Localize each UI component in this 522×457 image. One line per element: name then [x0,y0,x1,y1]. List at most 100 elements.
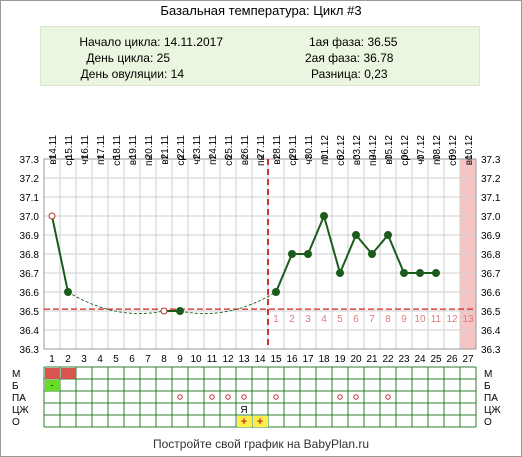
phase2-value: 36.78 [363,51,394,65]
weekday-label: ср [64,155,75,166]
day-number: 13 [238,354,250,365]
y-tick-label-right: 36.9 [481,231,501,242]
y-tick-label-left: 37.3 [20,155,40,166]
day-number: 7 [145,354,151,365]
day-number: 6 [129,354,135,365]
day-number: 20 [350,354,362,365]
ovulation-day-value: 14 [170,67,184,81]
difference-value: 0,23 [364,67,388,81]
phase2: 2ая фаза: 36.78 [305,51,393,65]
weekday-label: пт [208,155,219,165]
date-label: 08.12 [432,135,443,160]
day-number: 11 [207,354,218,365]
pa-mark [177,394,183,400]
weekday-label: сб [335,155,347,166]
grid-row-label-left: М [12,369,20,380]
temperature-point [416,269,424,277]
date-label: 02.12 [336,135,347,160]
date-label: 18.11 [112,135,123,160]
date-label: 01.12 [320,135,331,160]
date-label: 06.12 [400,135,411,160]
weekday-label: ср [176,155,187,166]
weekday-label: вс [352,155,363,165]
y-tick-label-right: 36.5 [481,307,501,318]
weekday-label: пт [432,155,443,165]
y-tick-label-left: 36.8 [20,250,40,261]
date-label: 24.11 [208,135,219,160]
pa-mark [353,394,359,400]
grid-row-label-right: ЦЖ [484,405,501,416]
y-tick-label-right: 36.6 [481,288,501,299]
y-tick-label-left: 37.1 [20,193,40,204]
y-tick-label-right: 37.2 [481,174,501,185]
temperature-point [304,250,312,258]
temperature-point [288,250,296,258]
phase1-value: 36.55 [367,35,398,49]
cycle-day-label: День цикла: [86,51,154,65]
temperature-point [352,231,360,239]
grid-row-label-left: О [12,417,20,428]
y-tick-label-left: 36.4 [20,326,40,337]
temperature-gap-line [67,291,165,315]
y-tick-label-left: 36.5 [20,307,40,318]
o-mark [237,416,252,427]
day-number: 3 [81,354,87,365]
o-mark-symbol: + [241,416,247,428]
phase-day-number: 10 [414,314,426,325]
date-label: 16.11 [80,135,91,160]
cycle-start-value: 14.11.2017 [163,35,223,49]
weekday-label: вс [240,155,251,165]
temperature-point [64,288,72,296]
y-tick-label-right: 36.8 [481,250,501,261]
page-title: Базальная температура: Цикл #3 [160,3,362,18]
weekday-label: пн [144,155,155,166]
y-tick-label-left: 36.3 [20,345,40,356]
y-tick-label-left: 36.9 [20,231,40,242]
weekday-label: вт [48,155,59,165]
cycle-info-box: Начало цикла: 14.11.2017 День цикла: 25 … [40,26,480,86]
day-number: 16 [286,354,298,365]
temperature-line [275,253,293,293]
date-label: 19.11 [128,135,139,160]
day-number: 22 [382,354,394,365]
day-number: 5 [113,354,119,365]
day-number: 23 [398,354,410,365]
phase-day-number: 13 [462,314,474,325]
temperature-line [371,234,389,255]
y-tick-label-left: 37.0 [20,212,40,223]
phase-day-number: 3 [305,314,311,325]
day-number: 27 [462,354,474,365]
phase2-label: 2ая фаза: [305,51,361,65]
menstruation-mark [45,368,60,379]
temperature-point [176,307,184,315]
date-label: 10.12 [464,135,475,160]
grid-row-label-right: М [484,369,492,380]
temperature-point [400,269,408,277]
day-number: 2 [65,354,71,365]
date-label: 07.12 [416,135,427,160]
plot-border [43,158,477,350]
phase1: 1ая фаза: 36.55 [309,35,397,49]
weekday-label: вт [160,155,171,165]
y-tick-label-left: 37.2 [20,174,40,185]
date-label: 29.11 [288,135,299,160]
y-tick-label-left: 36.7 [20,269,40,280]
weekday-label: ср [288,155,299,166]
weekday-label: вс [128,155,139,165]
day-number: 4 [97,354,103,365]
footer-link[interactable]: Постройте свой график на BabyPlan.ru [152,437,370,451]
weekday-label: пн [256,155,267,166]
temperature-point [336,269,344,277]
temperature-line [355,234,373,255]
weekday-label: чт [192,155,203,165]
date-label: 30.11 [304,135,315,160]
date-label: 09.12 [448,135,459,160]
o-mark-symbol: + [257,416,263,428]
day-number: 17 [302,354,314,365]
date-label: 28.11 [272,135,283,160]
day-number: 8 [161,354,167,365]
grid-row-label-right: О [484,417,492,428]
date-label: 26.11 [240,135,251,160]
pa-mark [241,394,247,400]
temperature-point [320,212,328,220]
